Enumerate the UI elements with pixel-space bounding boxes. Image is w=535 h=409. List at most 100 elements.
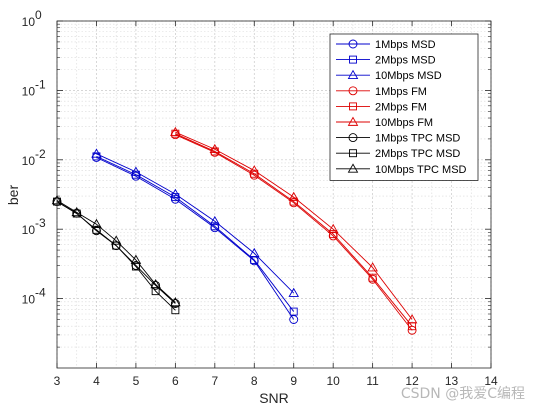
legend-entry: 1Mbps MSD [336,39,436,51]
data-point-triangle [91,218,102,229]
y-tick-label: 10 [22,293,36,307]
legend-label: 1Mbps TPC MSD [375,133,460,145]
data-point-triangle [170,297,181,307]
data-point-triangle [288,287,300,297]
data-point-triangle [170,126,181,137]
legend-marker [349,102,357,111]
y-tick-exponent: -2 [35,147,46,161]
legend-marker [347,163,359,173]
series-line [175,133,413,327]
legend-marker [348,39,358,49]
data-point-circle [170,299,180,308]
legend: 1Mbps MSD 2Mbps MSD 10Mbps MSD 1Mbps FM 2Mbp… [329,33,479,181]
watermark: CSDN @我爱C编程 [400,386,525,402]
data-point-circle [328,231,338,241]
legend-entry: 2Mbps MSD [336,55,436,67]
data-point-triangle [327,223,339,234]
y-tick-label: 10 [22,223,36,237]
x-tick-label: 13 [445,374,459,388]
legend-label: 2Mbps MSD [375,55,436,67]
data-point-square [368,273,377,282]
legend-entry: 1Mbps TPC MSD [336,133,460,145]
data-point-circle [170,194,180,204]
legend-marker [347,116,359,126]
y-axis-label: ber [5,185,21,206]
data-point-square [92,152,101,161]
series-10mbps-msd [91,148,300,297]
data-point-circle [210,223,220,233]
legend-label: 2Mbps FM [375,101,427,113]
x-tick-label: 14 [484,374,498,388]
y-tick-exponent: -3 [35,216,46,230]
x-tick-label: 11 [366,374,379,388]
data-point-square [329,230,338,239]
legend-label: 10Mbps MSD [375,70,442,82]
legend-marker [347,69,359,80]
x-tick-label: 12 [405,374,419,388]
data-point-triangle [248,165,260,175]
legend-marker [349,149,357,158]
data-point-square [289,197,298,206]
legend-label: 10Mbps TPC MSD [375,164,467,176]
series-line [96,157,295,320]
data-point-triangle [130,254,142,264]
legend-box [329,33,479,181]
x-tick-label: 6 [172,374,179,388]
data-point-square [289,307,298,316]
legend-entry: 10Mbps MSD [336,69,442,82]
legend-marker [348,86,358,96]
data-point-circle [289,198,299,208]
legend-label: 2Mbps TPC MSD [375,148,460,160]
y-tick-label: 10 [22,154,36,168]
y-tick-exponent: 0 [35,8,42,22]
data-point-triangle [91,148,102,158]
data-point-triangle [110,235,122,245]
data-point-square [210,222,219,231]
data-point-triangle [209,215,221,226]
data-point-square [112,241,121,250]
x-tick-labels: 3 4 5 6 7 8 9 10 11 12 13 14 [54,374,498,388]
legend-entry: 2Mbps TPC MSD [336,148,460,160]
legend-marker [348,133,358,143]
plot-frame [56,20,492,369]
y-tick-exponent: -1 [35,77,46,91]
legend-label: 1Mbps FM [375,86,427,98]
series-line [96,155,295,312]
data-point-triangle [170,188,181,198]
series-line [96,153,295,294]
x-tick-label: 7 [211,374,218,388]
legend-entry: 1Mbps FM [336,86,427,98]
series-line [56,201,176,311]
series-10mbps-fm [170,126,418,324]
legend-entry: 10Mbps FM [336,116,433,129]
x-tick-label: 5 [133,374,140,388]
data-point-triangle [248,247,260,258]
data-point-triangle [406,314,418,324]
y-tick-label: 10 [22,84,36,98]
legend-entry: 2Mbps FM [336,101,427,113]
x-tick-label: 9 [290,374,297,388]
data-point-circle [111,241,121,251]
x-tick-label: 3 [54,374,61,388]
data-point-triangle [209,143,221,154]
x-tick-label: 4 [93,374,100,388]
series-layer [51,126,418,335]
data-point-triangle [71,206,83,217]
data-point-square [92,225,101,234]
series-line [175,131,413,320]
y-tick-label: 10 [22,15,36,29]
data-point-triangle [367,262,378,272]
data-point-triangle [288,191,300,201]
axis-ticks [56,20,492,368]
data-point-circle [407,325,417,335]
x-tick-label: 8 [251,374,258,388]
legend-label: 1Mbps MSD [375,39,436,51]
data-point-circle [151,280,161,290]
data-point-circle [249,170,259,180]
x-axis-label: SNR [259,390,289,406]
data-point-triangle [150,279,161,289]
legend-marker [349,55,357,64]
x-tick-label: 10 [327,374,341,388]
